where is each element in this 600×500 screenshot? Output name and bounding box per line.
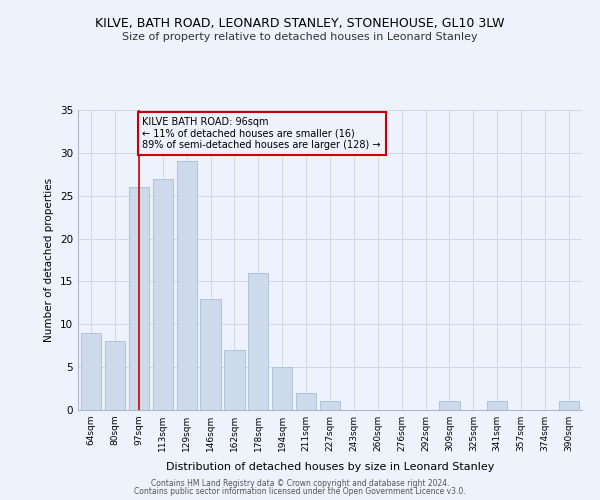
Bar [81,333,101,410]
Bar [248,273,268,410]
Bar [224,350,245,410]
Bar [296,393,316,410]
Bar [487,402,508,410]
Bar [152,178,173,410]
Bar [320,402,340,410]
Bar [200,298,221,410]
Text: Contains public sector information licensed under the Open Government Licence v3: Contains public sector information licen… [134,487,466,496]
Bar [105,342,125,410]
Text: Size of property relative to detached houses in Leonard Stanley: Size of property relative to detached ho… [122,32,478,42]
X-axis label: Distribution of detached houses by size in Leonard Stanley: Distribution of detached houses by size … [166,462,494,472]
Bar [559,402,579,410]
Bar [272,367,292,410]
Bar [129,187,149,410]
Text: KILVE BATH ROAD: 96sqm
← 11% of detached houses are smaller (16)
89% of semi-det: KILVE BATH ROAD: 96sqm ← 11% of detached… [142,117,381,150]
Bar [176,162,197,410]
Bar [439,402,460,410]
Y-axis label: Number of detached properties: Number of detached properties [44,178,55,342]
Text: Contains HM Land Registry data © Crown copyright and database right 2024.: Contains HM Land Registry data © Crown c… [151,478,449,488]
Text: KILVE, BATH ROAD, LEONARD STANLEY, STONEHOUSE, GL10 3LW: KILVE, BATH ROAD, LEONARD STANLEY, STONE… [95,18,505,30]
